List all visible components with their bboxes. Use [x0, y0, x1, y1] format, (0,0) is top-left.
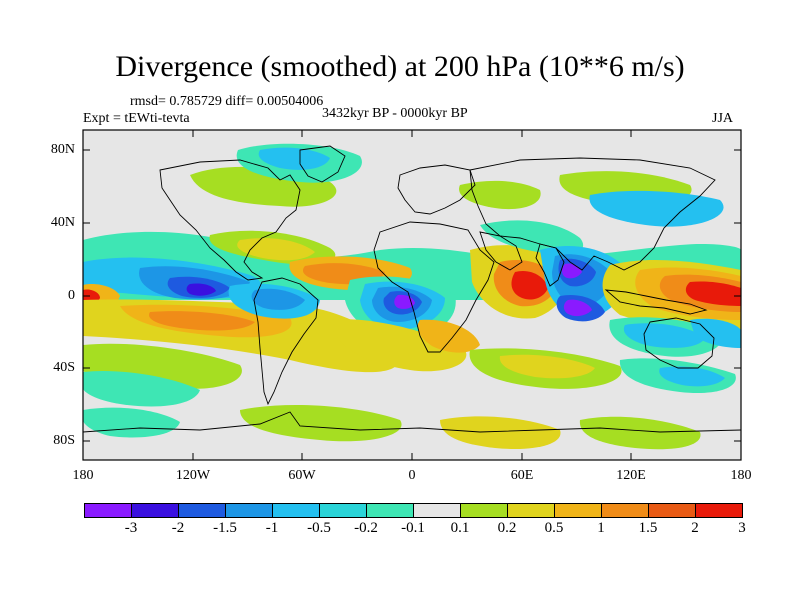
colorbar-swatch: [178, 503, 226, 518]
x-tick-180e: 180: [730, 468, 752, 483]
field-region: [579, 416, 701, 450]
coastlines: [83, 145, 741, 433]
field-region: [511, 270, 548, 300]
field-region: [240, 405, 402, 442]
field-region: [417, 319, 480, 353]
map-title: Divergence (smoothed) at 200 hPa (10**6 …: [115, 50, 685, 83]
field-region: [480, 220, 584, 256]
y-tick-0: 0: [68, 288, 75, 303]
coastline-india: [535, 243, 565, 287]
x-tick-60w: 60W: [288, 468, 316, 483]
axis-ticks: [82, 130, 742, 460]
y-tick-40s: 40S: [53, 360, 75, 375]
colorbar-swatch: [554, 503, 602, 518]
colorbar-swatch: [601, 503, 649, 518]
colorbar-label: -0.2: [354, 520, 378, 536]
field-region: [440, 416, 561, 450]
colorbar-label: 0.1: [450, 520, 470, 536]
colorbar-label: 0.5: [544, 520, 564, 536]
coastline-australia: [643, 317, 715, 369]
colorbar-swatch: [695, 503, 743, 518]
colorbar-swatch: [460, 503, 508, 518]
coastline-africa: [373, 221, 495, 353]
colorbar-swatch: [366, 503, 414, 518]
x-tick-0: 0: [408, 468, 416, 483]
colorbar-swatch: [272, 503, 320, 518]
colorbar-label: -2: [171, 520, 185, 536]
colorbar-swatch: [225, 503, 273, 518]
field-region: [499, 354, 595, 379]
field-region: [659, 366, 725, 387]
field-region: [251, 288, 305, 310]
colorbar-label: 1.5: [638, 520, 658, 536]
field-region: [623, 323, 705, 348]
field-region: [186, 283, 216, 296]
field-region: [258, 147, 330, 170]
x-tick-120e: 120E: [616, 468, 646, 483]
colorbar-swatch: [84, 503, 132, 518]
y-tick-80s: 80S: [53, 433, 75, 448]
colorbar-label: -1: [265, 520, 279, 536]
colorbar-label: 1: [597, 520, 605, 536]
colorbar-swatch: [413, 503, 461, 518]
period-label: 3432kyr BP - 0000kyr BP: [322, 106, 468, 121]
colorbar-swatch: [648, 503, 696, 518]
field-region: [149, 311, 255, 331]
stats-label: rmsd= 0.785729 diff= 0.00504006: [130, 94, 324, 109]
field-region: [690, 318, 741, 348]
coastline-antarctica: [83, 411, 741, 433]
x-tick-120w: 120W: [175, 468, 211, 483]
colorbar-swatch: [131, 503, 179, 518]
coastline-indonesia: [604, 289, 708, 315]
coastline-south-america: [253, 277, 319, 406]
field-region: [330, 319, 467, 372]
y-tick-80n: 80N: [50, 142, 75, 157]
colorbar-label: -3: [124, 520, 138, 536]
field-region: [589, 190, 724, 227]
field-region: [83, 370, 200, 407]
colorbar-label: -0.1: [401, 520, 425, 536]
season-label: JJA: [712, 111, 734, 126]
colorbar-label: -1.5: [213, 520, 237, 536]
y-tick-40n: 40N: [50, 215, 75, 230]
coastline-europe: [397, 164, 476, 215]
colorbar-label: 2: [691, 520, 699, 536]
field-region: [459, 180, 541, 210]
coastline-arabia: [479, 231, 523, 271]
field-region: [685, 281, 741, 306]
field-region: [563, 299, 592, 317]
colorbar-label: -0.5: [307, 520, 331, 536]
x-tick-180w: 180: [72, 468, 94, 483]
experiment-label: Expt = tEWti-tevta: [83, 111, 190, 126]
colorbar-label: 0.2: [497, 520, 517, 536]
coastline-north-america: [159, 159, 301, 281]
coastline-greenland: [299, 145, 346, 183]
coastline-asia: [469, 157, 716, 271]
divergence-field: [83, 143, 741, 450]
x-tick-60e: 60E: [510, 468, 534, 483]
colorbar-swatch: [319, 503, 367, 518]
colorbar-swatch: [507, 503, 555, 518]
colorbar-label: 3: [738, 520, 746, 536]
